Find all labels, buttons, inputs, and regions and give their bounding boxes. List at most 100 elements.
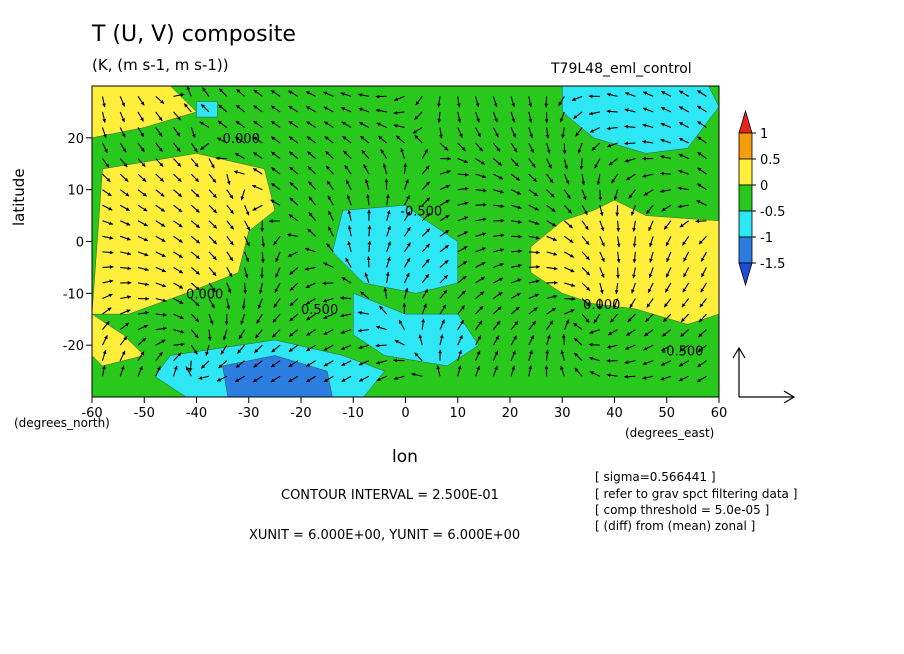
wind-arrow: [660, 90, 672, 97]
wind-arrow: [323, 360, 334, 367]
wind-arrow: [492, 335, 500, 346]
wind-arrow: [475, 217, 487, 222]
wind-arrow: [360, 291, 370, 299]
wind-arrow: [205, 345, 210, 356]
wind-arrow: [208, 313, 214, 325]
wind-arrow: [357, 310, 370, 315]
wind-arrow: [660, 360, 672, 366]
wind-arrow: [564, 282, 576, 287]
wind-arrow: [173, 352, 182, 362]
wind-arrow: [137, 266, 149, 272]
wind-arrow: [457, 201, 469, 206]
wind-arrow: [208, 204, 218, 214]
wind-arrow: [288, 344, 299, 353]
wind-arrow: [306, 151, 316, 159]
wind-arrow: [226, 251, 234, 262]
wind-arrow: [510, 173, 521, 181]
wind-arrow: [616, 236, 621, 248]
wind-arrow: [244, 251, 250, 263]
wind-arrow: [155, 173, 165, 183]
wind-arrow: [421, 288, 429, 299]
wind-arrow: [607, 329, 618, 336]
x-tick-label: -10: [343, 406, 364, 421]
wind-arrow: [270, 182, 281, 191]
wind-arrow: [226, 282, 232, 294]
wind-arrow: [137, 337, 147, 346]
wind-arrow: [697, 151, 707, 160]
wind-arrow: [270, 151, 281, 160]
wind-arrow: [475, 158, 486, 165]
wind-arrow: [607, 142, 618, 148]
wind-arrow: [120, 280, 132, 285]
wind-arrow: [414, 352, 423, 362]
wind-arrow: [288, 375, 299, 383]
wind-arrow: [326, 180, 334, 190]
wind-arrow: [376, 122, 387, 128]
wind-arrow: [358, 360, 370, 366]
wind-arrow: [101, 127, 107, 139]
wind-arrow: [589, 370, 601, 377]
wind-arrow: [475, 261, 486, 268]
wind-arrow: [457, 111, 462, 123]
wind-arrow: [579, 158, 584, 170]
wind-arrow: [101, 335, 108, 346]
wind-arrow: [190, 158, 199, 168]
wind-arrow: [254, 329, 263, 339]
wind-arrow: [102, 293, 113, 300]
x-tick-label: 50: [658, 406, 675, 421]
wind-arrow: [258, 282, 263, 294]
wind-arrow: [119, 189, 130, 197]
wind-arrow: [155, 282, 167, 288]
wind-arrow: [253, 104, 263, 113]
wind-arrow: [208, 235, 218, 245]
wind-arrow: [173, 329, 185, 334]
wind-arrow: [632, 236, 637, 248]
wind-arrow: [305, 247, 316, 253]
wind-arrow: [375, 94, 387, 99]
wind-arrow: [119, 322, 130, 331]
wind-arrow: [173, 111, 182, 121]
wind-arrow: [252, 204, 263, 211]
wind-arrow: [224, 314, 229, 326]
wind-arrow: [137, 142, 145, 153]
x-tick-label: 20: [502, 406, 519, 421]
wind-arrow: [383, 287, 388, 299]
wind-arrow: [323, 106, 334, 113]
wind-arrow: [137, 251, 149, 257]
wind-arrow: [403, 163, 408, 175]
wind-arrow: [528, 250, 540, 255]
wind-arrow: [696, 89, 707, 97]
wind-arrow: [173, 158, 182, 168]
wind-arrow: [682, 236, 690, 246]
wind-arrow: [155, 251, 166, 258]
wind-arrow: [647, 282, 654, 294]
wind-arrow: [308, 211, 317, 222]
wind-arrow: [492, 350, 499, 361]
wind-arrow: [492, 365, 498, 377]
wind-arrow: [341, 121, 352, 128]
wind-arrow: [475, 232, 487, 237]
wind-arrow: [528, 320, 537, 330]
wind-arrow: [544, 365, 549, 377]
wind-arrow: [581, 220, 589, 231]
y-tick-label: 0: [76, 236, 84, 251]
x-tick-label: 10: [449, 406, 466, 421]
wind-arrow: [492, 111, 498, 123]
wind-arrow: [661, 344, 672, 352]
wind-arrow: [577, 142, 583, 154]
wind-arrow: [700, 251, 707, 262]
wind-arrow: [642, 156, 654, 161]
wind-arrow: [421, 258, 430, 268]
wind-arrow: [393, 358, 405, 363]
wind-arrow: [270, 105, 281, 113]
wind-arrow: [697, 167, 707, 175]
wind-arrow: [198, 375, 210, 380]
colorbar-label: -0.5: [760, 205, 785, 220]
wind-arrow: [289, 282, 299, 292]
wind-arrow: [119, 127, 126, 138]
wind-arrow: [101, 96, 106, 108]
wind-arrow: [382, 163, 388, 175]
wind-arrow: [207, 329, 212, 341]
wind-arrow: [173, 342, 185, 347]
wind-arrow: [475, 173, 487, 179]
